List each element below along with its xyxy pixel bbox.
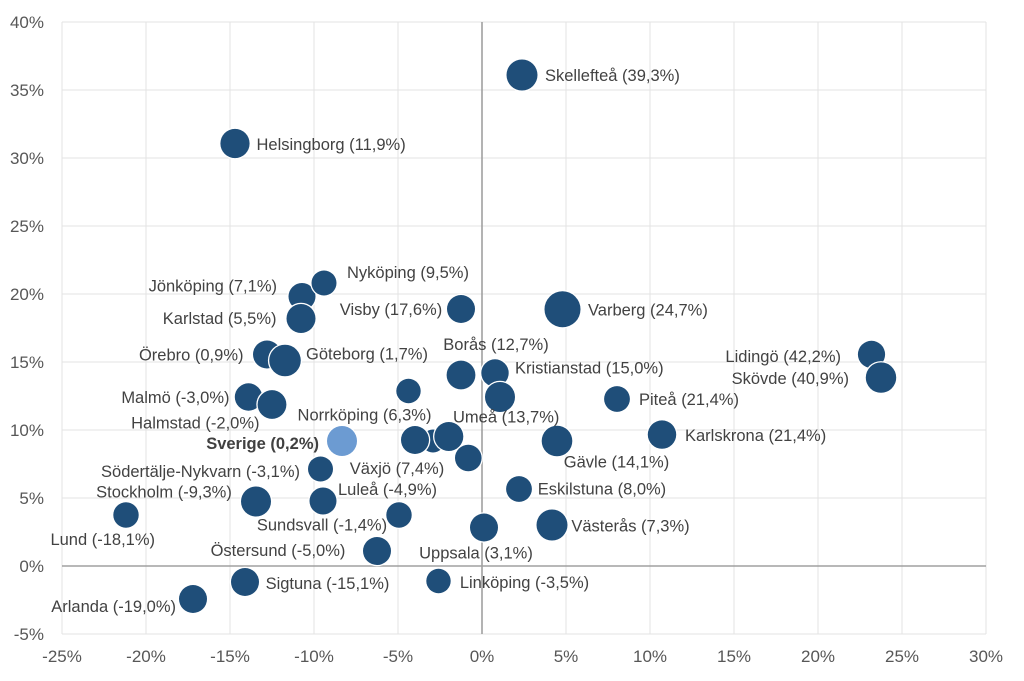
svg-text:Nyköping (9,5%): Nyköping (9,5%) xyxy=(347,264,469,282)
svg-text:Karlskrona (21,4%): Karlskrona (21,4%) xyxy=(685,427,826,445)
svg-text:Karlstad (5,5%): Karlstad (5,5%) xyxy=(163,310,277,328)
svg-text:Visby (17,6%): Visby (17,6%) xyxy=(340,301,442,319)
svg-text:Östersund (-5,0%): Östersund (-5,0%) xyxy=(211,542,346,560)
svg-text:Uppsala (3,1%): Uppsala (3,1%) xyxy=(419,544,533,562)
svg-text:Västerås (7,3%): Västerås (7,3%) xyxy=(571,517,689,535)
svg-text:Stockholm (-9,3%): Stockholm (-9,3%) xyxy=(96,483,232,501)
svg-text:Gävle (14,1%): Gävle (14,1%) xyxy=(564,453,669,471)
svg-text:Umeå (13,7%): Umeå (13,7%) xyxy=(453,408,559,426)
svg-text:Malmö (-3,0%): Malmö (-3,0%) xyxy=(121,389,229,407)
svg-text:-20%: -20% xyxy=(126,647,166,666)
svg-text:5%: 5% xyxy=(554,647,579,666)
svg-text:Piteå (21,4%): Piteå (21,4%) xyxy=(639,391,739,409)
svg-text:Halmstad (-2,0%): Halmstad (-2,0%) xyxy=(131,414,259,432)
svg-text:-25%: -25% xyxy=(42,647,82,666)
svg-text:Sundsvall (-1,4%): Sundsvall (-1,4%) xyxy=(257,516,387,534)
svg-text:Skövde (40,9%): Skövde (40,9%) xyxy=(732,370,849,388)
svg-text:Lund (-18,1%): Lund (-18,1%) xyxy=(50,531,155,549)
svg-text:-5%: -5% xyxy=(383,647,413,666)
svg-text:Sigtuna (-15,1%): Sigtuna (-15,1%) xyxy=(266,575,390,593)
svg-text:30%: 30% xyxy=(969,647,1003,666)
svg-text:Arlanda (-19,0%): Arlanda (-19,0%) xyxy=(51,598,176,616)
svg-text:Luleå (-4,9%): Luleå (-4,9%) xyxy=(338,481,437,499)
svg-text:0%: 0% xyxy=(470,647,495,666)
svg-text:Kristianstad (15,0%): Kristianstad (15,0%) xyxy=(515,359,664,377)
svg-text:20%: 20% xyxy=(801,647,835,666)
svg-text:Linköping (-3,5%): Linköping (-3,5%) xyxy=(460,574,589,592)
svg-text:Göteborg (1,7%): Göteborg (1,7%) xyxy=(306,345,428,363)
svg-text:Sverige (0,2%): Sverige (0,2%) xyxy=(206,435,319,453)
svg-text:Eskilstuna (8,0%): Eskilstuna (8,0%) xyxy=(538,480,666,498)
svg-text:25%: 25% xyxy=(10,217,44,236)
svg-text:25%: 25% xyxy=(885,647,919,666)
svg-text:Varberg (24,7%): Varberg (24,7%) xyxy=(588,301,708,319)
svg-text:10%: 10% xyxy=(633,647,667,666)
svg-text:5%: 5% xyxy=(19,489,44,508)
svg-text:Södertälje-Nykvarn (-3,1%): Södertälje-Nykvarn (-3,1%) xyxy=(101,463,300,481)
svg-text:Lidingö (42,2%): Lidingö (42,2%) xyxy=(725,348,841,366)
svg-text:Borås (12,7%): Borås (12,7%) xyxy=(443,336,548,354)
svg-text:30%: 30% xyxy=(10,149,44,168)
svg-text:-15%: -15% xyxy=(210,647,250,666)
svg-text:Jönköping (7,1%): Jönköping (7,1%) xyxy=(149,277,277,295)
svg-text:Örebro (0,9%): Örebro (0,9%) xyxy=(139,346,244,364)
svg-text:15%: 15% xyxy=(10,353,44,372)
svg-text:0%: 0% xyxy=(19,557,44,576)
svg-text:10%: 10% xyxy=(10,421,44,440)
svg-text:35%: 35% xyxy=(10,81,44,100)
svg-text:Skellefteå (39,3%): Skellefteå (39,3%) xyxy=(545,67,680,85)
svg-text:20%: 20% xyxy=(10,285,44,304)
svg-text:15%: 15% xyxy=(717,647,751,666)
svg-text:Helsingborg (11,9%): Helsingborg (11,9%) xyxy=(257,136,406,154)
svg-text:-10%: -10% xyxy=(294,647,334,666)
svg-text:Norrköping (6,3%): Norrköping (6,3%) xyxy=(298,406,432,424)
svg-text:40%: 40% xyxy=(10,13,44,32)
svg-text:Växjö (7,4%): Växjö (7,4%) xyxy=(350,460,444,478)
svg-text:-5%: -5% xyxy=(14,625,44,644)
